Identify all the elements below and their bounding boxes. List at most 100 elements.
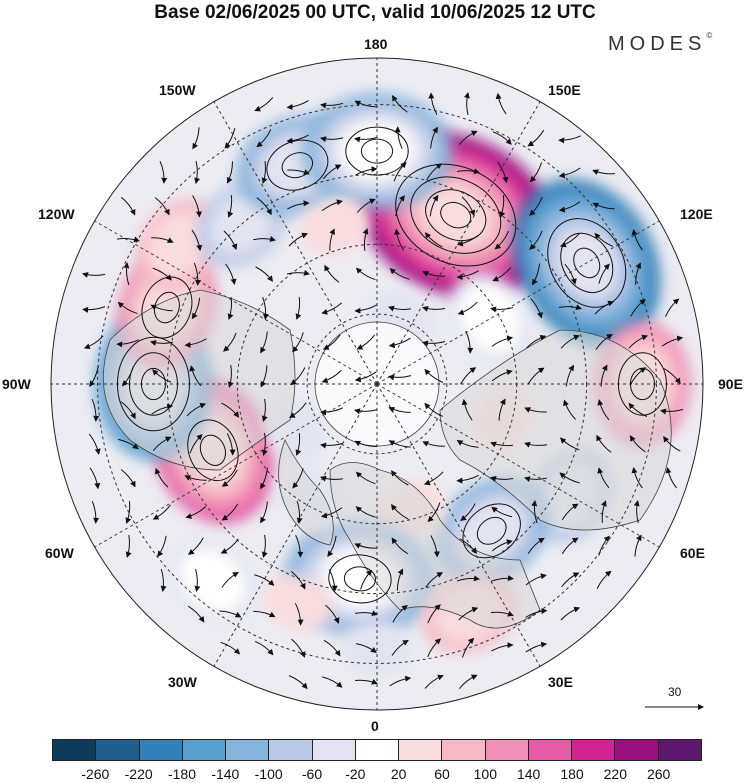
wind-vector-254 (628, 402, 648, 417)
wind-vector-166 (425, 572, 444, 588)
wind-vector-118 (355, 166, 378, 176)
wind-vector-50 (223, 230, 238, 251)
wind-vector-63 (254, 97, 274, 112)
brand-logo: MODES© (608, 31, 712, 56)
wind-vector-173 (461, 196, 476, 217)
wind-vector-124 (354, 371, 377, 383)
wind-vector-93 (295, 535, 304, 558)
wind-vector-246 (600, 500, 607, 523)
wind-vector-55 (221, 402, 240, 418)
colorbar-cell-10 (485, 740, 529, 760)
wind-vector-35 (191, 229, 203, 252)
wind-vector-165 (430, 535, 440, 558)
wind-vector-74 (260, 467, 268, 490)
wind-vector-182 (460, 503, 476, 522)
lon-label-90e: 90E (718, 376, 743, 392)
wind-vector-53 (223, 332, 237, 352)
meridian-300 (94, 383, 378, 548)
colorbar-tick-label: -220 (124, 766, 153, 782)
wind-vector-162 (422, 441, 445, 447)
meridian-330 (213, 383, 378, 667)
wind-vector-217 (527, 537, 545, 554)
wind-vector-89 (288, 402, 307, 418)
contour-4-2 (462, 503, 521, 559)
wind-vector-199 (490, 476, 514, 482)
meridian-120 (376, 220, 660, 385)
wind-vector-263 (663, 435, 681, 452)
wind-vector-3 (89, 365, 99, 387)
wind-vector-244 (596, 434, 612, 453)
wind-vector-44 (187, 537, 204, 555)
wind-vectors (82, 92, 684, 690)
wind-vector-126 (354, 440, 377, 448)
wind-vector-115 (322, 676, 343, 688)
colorbar-cell-3 (182, 740, 227, 760)
colorbar-tick-label: -180 (167, 766, 197, 782)
wind-vector-123 (356, 334, 375, 350)
wind-vector-102 (329, 228, 335, 251)
contour-15-1 (281, 152, 314, 179)
wind-vector-79 (254, 640, 274, 656)
wind-vector-15 (117, 438, 139, 450)
wind-vector-264 (665, 466, 677, 489)
wind-vector-6 (89, 467, 101, 490)
wind-vector-83 (287, 200, 310, 210)
colorbar-tick-label: 220 (603, 766, 627, 782)
wind-vector-68 (255, 266, 273, 282)
wind-vector-24 (150, 340, 174, 346)
wind-vector-164 (427, 502, 441, 523)
wind-vector-84 (288, 232, 308, 247)
wind-vector-18 (125, 534, 132, 558)
colorbar-cell-13 (615, 740, 659, 760)
wind-vector-259 (665, 298, 680, 318)
wind-vector-225 (564, 263, 577, 285)
contour-10-2 (187, 419, 239, 482)
colorbar-tick-label: -60 (301, 766, 323, 782)
wind-vector-253 (630, 367, 647, 385)
lon-label-120w: 120W (38, 206, 75, 222)
wind-vector-57 (221, 469, 238, 487)
wind-vector-99 (320, 136, 344, 143)
wind-vector-220 (525, 641, 548, 653)
wind-vector-11 (117, 301, 138, 315)
wind-vector-236 (592, 169, 615, 176)
wind-vector-61 (219, 610, 242, 618)
wind-vector-255 (629, 435, 646, 453)
wind-vector-159 (422, 340, 446, 347)
wind-vector-105 (322, 334, 341, 350)
wind-vector-37 (191, 297, 201, 320)
wind-vector-77 (254, 574, 275, 586)
wind-vector-233 (561, 537, 579, 555)
wind-vector-192 (494, 231, 510, 250)
wind-vector-210 (530, 298, 543, 319)
wind-vector-152 (428, 92, 438, 115)
colorbar-tick-label: 180 (560, 766, 584, 782)
wind-vector-216 (531, 500, 538, 524)
wind-vector-1 (82, 306, 106, 313)
wind-vector-75 (260, 501, 268, 524)
wind-vector-97 (288, 675, 308, 690)
landmass-asia (439, 329, 672, 531)
colorbar-tick-label: 140 (516, 766, 541, 782)
colorbar-tick-label: 100 (473, 766, 497, 782)
wind-vector-184 (456, 575, 480, 582)
wind-vector-27 (152, 436, 172, 451)
anomaly-center-7 (261, 573, 333, 632)
lat-lon-grid (51, 58, 703, 710)
wind-vector-119 (356, 198, 376, 213)
colorbar-cell-12 (572, 740, 616, 760)
lon-label-60e: 60E (680, 545, 705, 561)
wind-vector-204 (491, 642, 514, 652)
wind-vector-222 (558, 167, 581, 179)
wind-vector-67 (252, 236, 276, 242)
wind-vector-143 (388, 407, 411, 413)
wind-vector-96 (291, 638, 306, 658)
wind-vector-103 (324, 264, 340, 283)
lon-label-150w: 150W (159, 82, 196, 98)
wind-vector-45 (194, 568, 201, 592)
wind-vector-112 (328, 569, 338, 592)
wind-vector-194 (490, 306, 514, 313)
wind-vector-85 (286, 269, 310, 276)
lon-label-150e: 150E (548, 82, 581, 98)
